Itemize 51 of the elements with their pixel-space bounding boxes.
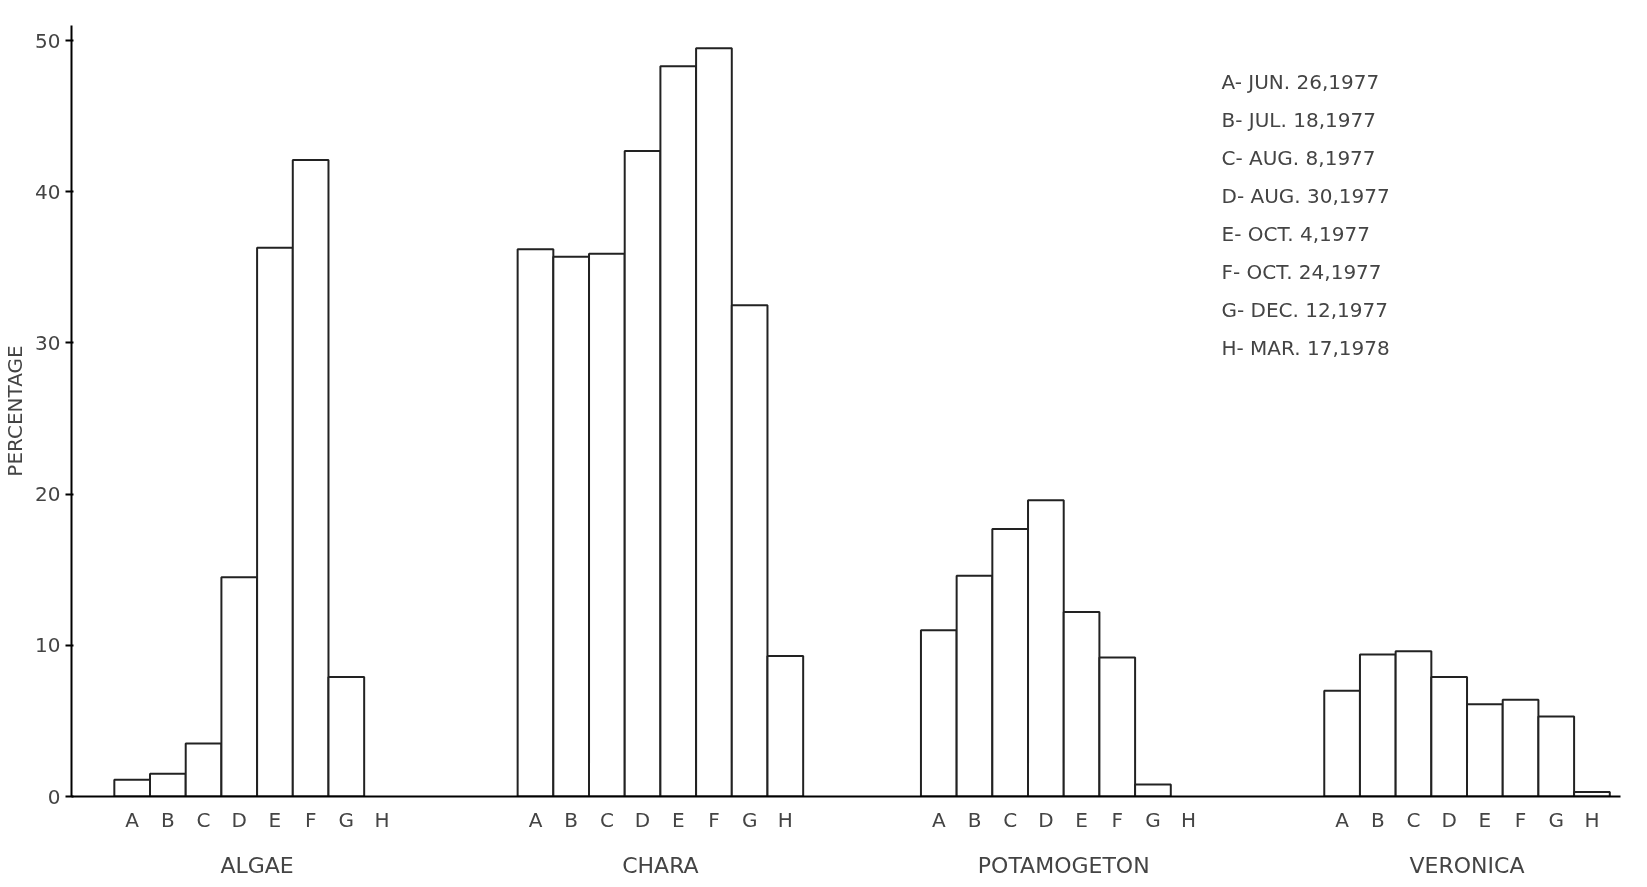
text: F xyxy=(1111,807,1124,832)
series-label: C xyxy=(196,807,211,832)
annotation: D- AUG. 30,1977 xyxy=(1221,183,1390,208)
text: H xyxy=(1584,807,1600,832)
y-tick-label: 30 xyxy=(35,330,61,355)
annotation: G- DEC. 12,1977 xyxy=(1221,297,1388,322)
annotation: H- MAR. 17,1978 xyxy=(1221,335,1390,360)
y-axis-title: PERCENTAGE xyxy=(3,345,28,477)
text: F xyxy=(1514,807,1527,832)
series-label: E xyxy=(268,807,282,832)
annotation: B- JUL. 18,1977 xyxy=(1221,107,1376,132)
text: H xyxy=(1181,807,1197,832)
text: A xyxy=(931,807,946,832)
text: A xyxy=(1335,807,1349,832)
x-tick-label: CHARA xyxy=(622,852,699,878)
x-tick-label: VERONICA xyxy=(1409,852,1525,878)
annotation: A- JUN. 26,1977 xyxy=(1221,69,1380,94)
text: G xyxy=(1145,807,1161,832)
text: H xyxy=(374,807,390,832)
y-tick-label: 0 xyxy=(47,784,61,809)
y-tick-label: 20 xyxy=(35,482,61,507)
text: E xyxy=(671,807,685,832)
x-tick-label: POTAMOGETON xyxy=(977,852,1150,878)
series-label: F xyxy=(304,807,317,832)
y-tick-label: 10 xyxy=(35,633,61,658)
series-label: A xyxy=(125,807,140,832)
series-label: B xyxy=(161,807,175,832)
series-label: G xyxy=(338,807,355,832)
series-label: H xyxy=(777,807,793,832)
text: D xyxy=(634,807,651,832)
text: G xyxy=(741,807,758,832)
y-tick-label: 40 xyxy=(35,179,61,204)
text: D xyxy=(1038,807,1054,832)
text: F xyxy=(708,807,720,832)
text: C xyxy=(1406,807,1421,832)
text: B xyxy=(1370,807,1385,832)
text: B xyxy=(564,807,579,832)
series-label: D xyxy=(231,807,247,832)
text: D xyxy=(1441,807,1457,832)
annotation: E- OCT. 4,1977 xyxy=(1221,221,1370,246)
text: A xyxy=(528,807,543,832)
text: G xyxy=(1548,807,1565,832)
text: E xyxy=(1478,807,1492,832)
text: E xyxy=(1075,807,1088,832)
annotation: F- OCT. 24,1977 xyxy=(1221,259,1382,284)
text: B xyxy=(967,807,982,832)
annotation: C- AUG. 8,1977 xyxy=(1221,145,1376,170)
y-tick-label: 50 xyxy=(35,28,61,53)
text: C xyxy=(599,807,614,832)
x-tick-label: ALGAE xyxy=(220,852,294,878)
text: C xyxy=(1003,807,1018,832)
